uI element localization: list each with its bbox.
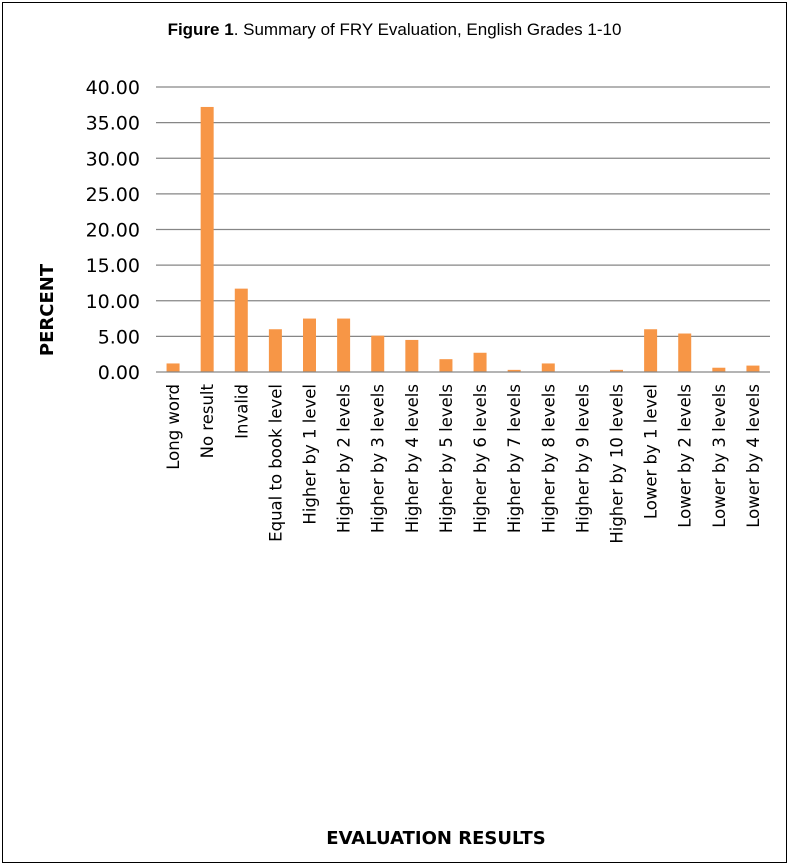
y-tick-label: 25.00 (86, 184, 140, 206)
bar (678, 333, 692, 372)
bar (200, 106, 214, 372)
y-tick-label: 5.00 (98, 326, 140, 348)
x-tick-label: Lower by 1 level (642, 384, 661, 519)
x-tick-label: Equal to book level (266, 384, 285, 542)
x-tick-label: No result (198, 383, 217, 458)
bar (268, 329, 282, 372)
y-tick-label: 40.00 (86, 77, 140, 99)
bar (303, 318, 316, 372)
y-axis-title: PERCENT (37, 263, 58, 356)
y-tick-label: 35.00 (86, 113, 140, 135)
bar (371, 335, 385, 372)
bar (712, 367, 726, 372)
bar (166, 363, 180, 372)
bar (507, 369, 521, 372)
x-tick-label: Invalid (232, 384, 251, 439)
figure-label: Figure 1 (167, 20, 234, 39)
bar (439, 359, 453, 372)
x-tick-label: Higher by 8 levels (539, 384, 558, 533)
x-tick-label: Higher by 5 levels (437, 384, 456, 533)
figure-title: Figure 1. Summary of FRY Evaluation, Eng… (0, 20, 789, 40)
bar (405, 339, 419, 372)
x-tick-label: Higher by 7 levels (505, 384, 524, 533)
figure-caption: . Summary of FRY Evaluation, English Gra… (233, 20, 622, 39)
bar (473, 352, 487, 372)
gridlines (156, 86, 770, 338)
bar (746, 365, 760, 372)
y-tick-label: 20.00 (86, 220, 140, 242)
bar (610, 369, 623, 372)
x-tick-label: Higher by 6 levels (471, 384, 490, 533)
x-tick-label: Higher by 10 levels (608, 384, 627, 544)
x-tick-label: Higher by 9 levels (573, 384, 592, 533)
y-tick-label: 10.00 (86, 291, 140, 313)
bar (234, 288, 248, 372)
x-axis-title: EVALUATION RESULTS (326, 828, 545, 849)
x-tick-label: Higher by 1 level (301, 384, 320, 525)
x-tick-label: Lower by 4 levels (744, 384, 763, 528)
x-axis-categories: Long word No result Invalid Equal to book l… (164, 383, 763, 543)
x-tick-label: Higher by 4 levels (403, 384, 422, 533)
x-tick-label: Lower by 3 levels (710, 384, 729, 528)
x-tick-label: Lower by 2 levels (676, 384, 695, 528)
bar (644, 329, 658, 372)
y-tick-label: 15.00 (86, 255, 140, 277)
y-axis-ticks: 0.00 5.00 10.00 15.00 20.00 25.00 30.00 35.00 40… (86, 77, 140, 384)
x-tick-label: Long word (164, 384, 183, 470)
bar (337, 318, 351, 372)
y-tick-label: 30.00 (86, 148, 140, 170)
bars (166, 106, 760, 372)
bar (541, 363, 555, 372)
x-tick-label: Higher by 2 levels (335, 384, 354, 533)
y-tick-label: 0.00 (98, 362, 140, 384)
x-tick-label: Higher by 3 levels (369, 384, 388, 533)
